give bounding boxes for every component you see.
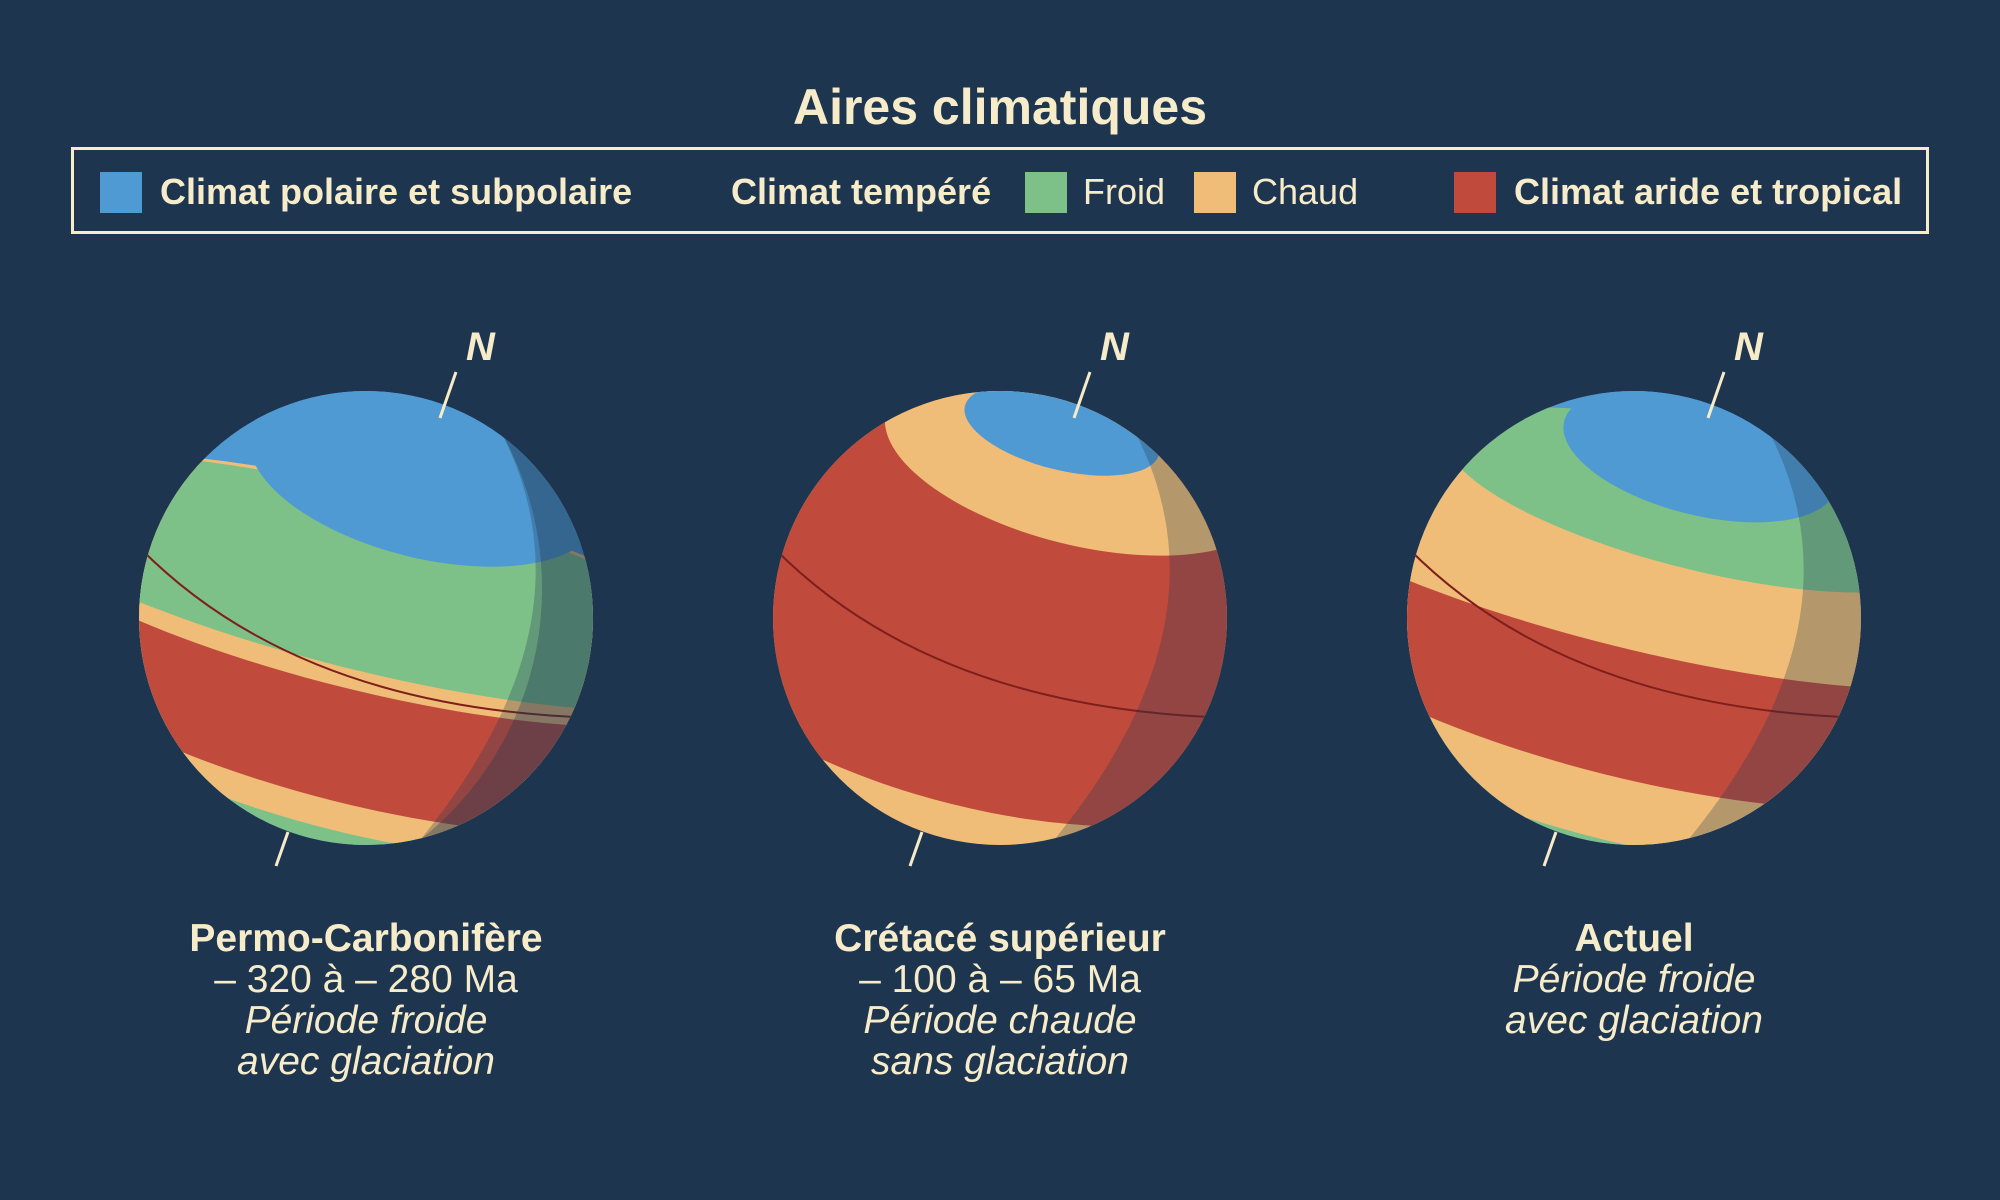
period-glaciation: avec glaciation [1505, 999, 1763, 1042]
period-description: Période froide [1512, 958, 1756, 1001]
legend-swatch-warm [1194, 172, 1236, 213]
globe-equator-line [139, 547, 593, 719]
legend-swatch-arid [1454, 172, 1496, 213]
north-axis-line [438, 371, 458, 419]
period-description: Période froide [244, 999, 488, 1042]
caption-cretace-superieur: Crétacé supérieur – 100 à – 65 Ma Périod… [720, 918, 1280, 1082]
period-glaciation: avec glaciation [237, 1040, 495, 1083]
period-age: – 320 à – 280 Ma [214, 958, 518, 1001]
north-axis-line [1706, 371, 1726, 419]
globe-cretace-superieur: N [773, 325, 1227, 867]
north-label: N [1734, 325, 1764, 369]
globe-equator-line [773, 547, 1227, 719]
period-name: Crétacé supérieur [834, 917, 1166, 960]
period-name: Permo-Carbonifère [189, 917, 543, 960]
legend-label-cold: Froid [1083, 171, 1166, 212]
period-description: Période chaude [863, 999, 1137, 1042]
globe-permo-carbonifere: N [139, 325, 593, 867]
legend-heading-temperate: Climat tempéré [731, 171, 992, 212]
caption-actuel: Actuel Période froide avec glaciation [1354, 918, 1914, 1041]
diagram-title: Aires climatiques [792, 79, 1208, 135]
south-axis-line [1542, 831, 1558, 867]
legend-label-arid: Climat aride et tropical [1514, 171, 1903, 212]
legend: Climat polaire et subpolaire Climat temp… [71, 147, 1929, 234]
period-name: Actuel [1574, 917, 1694, 960]
south-axis-line [274, 831, 290, 867]
period-age: – 100 à – 65 Ma [859, 958, 1141, 1001]
globe-actuel: N [1407, 325, 1861, 867]
legend-label-polar: Climat polaire et subpolaire [160, 171, 633, 212]
caption-permo-carbonifere: Permo-Carbonifère – 320 à – 280 Ma Pério… [86, 918, 646, 1082]
period-glaciation: sans glaciation [871, 1040, 1129, 1083]
globe-shade [420, 430, 593, 840]
globe-band-cold [139, 452, 593, 712]
north-label: N [466, 325, 496, 369]
legend-swatch-cold [1025, 172, 1067, 213]
south-axis-line [908, 831, 924, 867]
globe-equator-line [1407, 547, 1861, 719]
north-label: N [1100, 325, 1130, 369]
legend-label-warm: Chaud [1252, 171, 1359, 212]
legend-swatch-polar [100, 172, 142, 213]
north-axis-line [1072, 371, 1092, 419]
